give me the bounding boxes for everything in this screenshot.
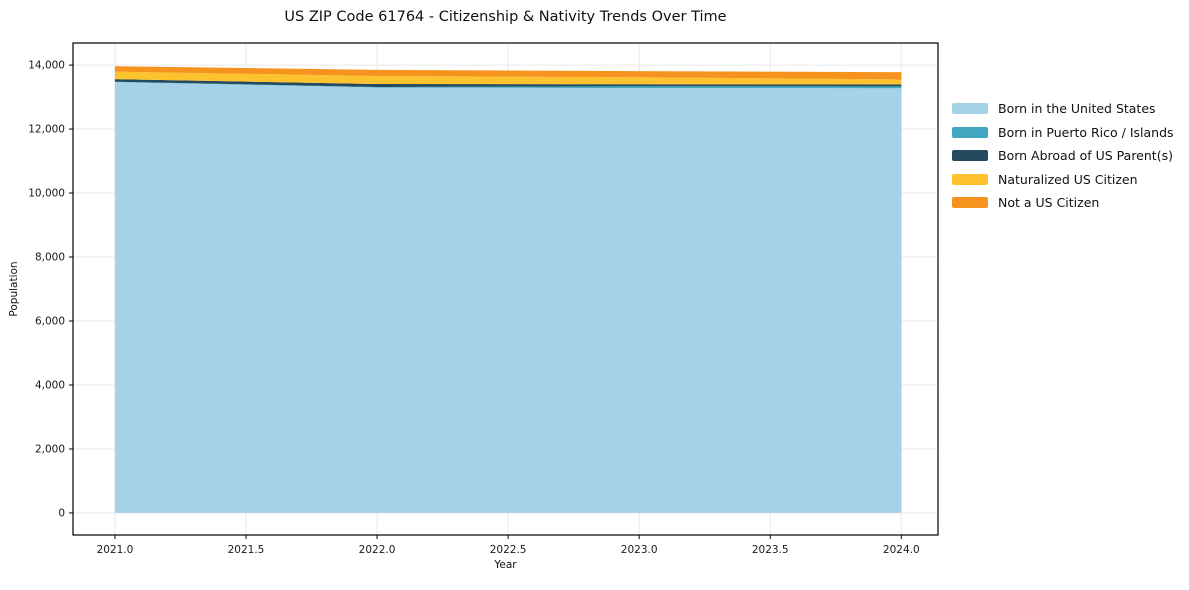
x-axis-label: Year <box>494 559 517 571</box>
y-tick-label: 14,000 <box>28 60 65 72</box>
legend-swatch-icon <box>952 103 988 115</box>
y-tick-label: 10,000 <box>28 188 65 200</box>
y-tick-label: 4,000 <box>35 380 65 392</box>
legend-label: Not a US Citizen <box>998 195 1100 211</box>
legend-item-naturalized-us-citizen: Naturalized US Citizen <box>952 168 1174 192</box>
legend-label: Naturalized US Citizen <box>998 171 1138 187</box>
x-tick-label: 2021.5 <box>228 544 265 556</box>
y-tick-label: 0 <box>58 508 65 520</box>
x-tick-label: 2022.0 <box>359 544 396 556</box>
legend-item-born-in-puerto-rico-islands: Born in Puerto Rico / Islands <box>952 121 1174 145</box>
y-tick-label: 6,000 <box>35 316 65 328</box>
y-tick-label: 2,000 <box>35 444 65 456</box>
legend-item-born-abroad-of-us-parent-s: Born Abroad of US Parent(s) <box>952 144 1174 168</box>
x-tick-label: 2024.0 <box>883 544 920 556</box>
stack-areas <box>114 66 902 513</box>
tick-marks <box>69 64 902 539</box>
y-tick-labels: 0 2,000 4,000 6,000 8,000 10,000 12,000 14,000 <box>28 60 65 520</box>
x-tick-label: 2023.5 <box>752 544 789 556</box>
chart-title: US ZIP Code 61764 - Citizenship & Nativi… <box>284 9 727 25</box>
y-tick-label: 12,000 <box>28 124 65 136</box>
x-tick-labels: 2021.0 2021.5 2022.0 2022.5 2023.0 2023.5 2024… <box>97 544 920 556</box>
y-tick-label: 8,000 <box>35 252 65 264</box>
legend: Born in the United States Born in Puerto … <box>952 97 1174 215</box>
area-naturalized-us-citizen <box>114 71 902 85</box>
x-tick-label: 2022.5 <box>490 544 527 556</box>
legend-label: Born in Puerto Rico / Islands <box>998 124 1174 140</box>
legend-swatch-icon <box>952 197 988 209</box>
legend-swatch-icon <box>952 150 988 162</box>
legend-item-not-a-us-citizen: Not a US Citizen <box>952 191 1174 215</box>
legend-swatch-icon <box>952 126 988 138</box>
area-born-in-the-united-states <box>114 82 902 513</box>
area-born-abroad-of-us-parent-s <box>114 79 902 87</box>
x-tick-label: 2021.0 <box>97 544 134 556</box>
area-born-in-puerto-rico-islands <box>114 81 902 89</box>
area-not-a-us-citizen <box>114 66 902 80</box>
legend-label: Born in the United States <box>998 101 1156 117</box>
x-tick-label: 2023.0 <box>621 544 658 556</box>
legend-item-born-in-the-united-states: Born in the United States <box>952 97 1174 121</box>
legend-swatch-icon <box>952 173 988 185</box>
plot-border <box>72 42 939 536</box>
legend-label: Born Abroad of US Parent(s) <box>998 148 1173 164</box>
